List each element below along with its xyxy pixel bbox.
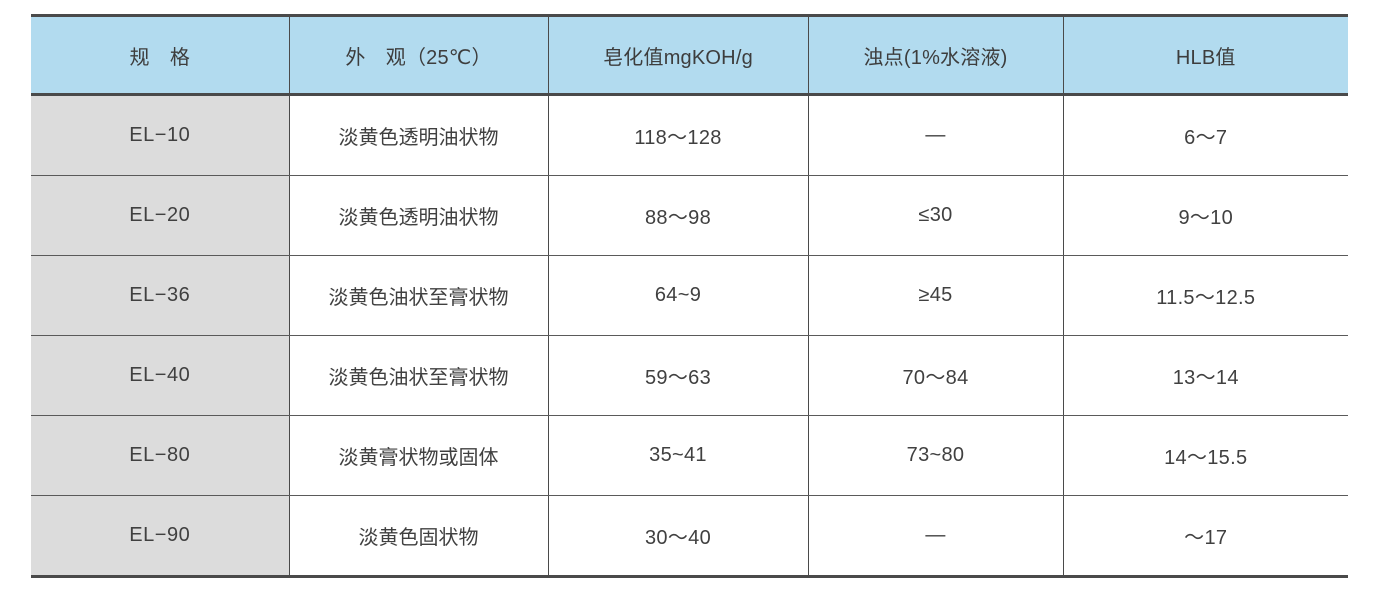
header-row: 规 格 外 观（25℃） 皂化值mgKOH/g 浊点(1%水溶液) HLB值 [31, 15, 1348, 96]
cell-spec: EL−80 [31, 415, 290, 496]
cell-saponification: 59～63 [548, 335, 809, 416]
specification-table-container: 规 格 外 观（25℃） 皂化值mgKOH/g 浊点(1%水溶液) HLB值 E… [31, 14, 1348, 578]
cell-spec: EL−20 [31, 175, 290, 256]
cell-appearance: 淡黄色油状至膏状物 [289, 255, 549, 336]
cell-cloud-point: ≤30 [808, 175, 1064, 256]
cell-hlb: 9～10 [1063, 175, 1348, 256]
table-row: EL−80 淡黄膏状物或固体 35~41 73~80 14～15.5 [31, 415, 1348, 496]
column-header-hlb-value: HLB值 [1063, 15, 1348, 96]
cell-appearance: 淡黄膏状物或固体 [289, 415, 549, 496]
cell-spec: EL−36 [31, 255, 290, 336]
cell-appearance: 淡黄色固状物 [289, 495, 549, 577]
column-header-cloud-point: 浊点(1%水溶液) [808, 15, 1064, 96]
cell-saponification: 118～128 [548, 94, 809, 176]
cell-spec: EL−10 [31, 94, 290, 176]
cell-hlb: 6～7 [1063, 94, 1348, 176]
cell-hlb: 14～15.5 [1063, 415, 1348, 496]
table-row: EL−90 淡黄色固状物 30～40 — ～17 [31, 495, 1348, 577]
table-header: 规 格 外 观（25℃） 皂化值mgKOH/g 浊点(1%水溶液) HLB值 [31, 15, 1348, 96]
cell-spec: EL−90 [31, 495, 290, 577]
cell-hlb: 13～14 [1063, 335, 1348, 416]
cell-appearance: 淡黄色透明油状物 [289, 175, 549, 256]
column-header-appearance: 外 观（25℃） [289, 15, 549, 96]
cell-cloud-point: — [808, 94, 1064, 176]
cell-saponification: 88～98 [548, 175, 809, 256]
cell-saponification: 64~9 [548, 255, 809, 336]
cell-cloud-point: ≥45 [808, 255, 1064, 336]
column-header-saponification-value: 皂化值mgKOH/g [548, 15, 809, 96]
table-row: EL−10 淡黄色透明油状物 118～128 — 6～7 [31, 94, 1348, 176]
cell-appearance: 淡黄色油状至膏状物 [289, 335, 549, 416]
cell-appearance: 淡黄色透明油状物 [289, 94, 549, 176]
cell-hlb: ～17 [1063, 495, 1348, 577]
cell-saponification: 30～40 [548, 495, 809, 577]
cell-cloud-point: 70～84 [808, 335, 1064, 416]
table-body: EL−10 淡黄色透明油状物 118～128 — 6～7 EL−20 淡黄色透明… [31, 94, 1348, 577]
column-header-spec: 规 格 [31, 15, 290, 96]
cell-cloud-point: — [808, 495, 1064, 577]
table-row: EL−20 淡黄色透明油状物 88～98 ≤30 9～10 [31, 175, 1348, 256]
specification-table: 规 格 外 观（25℃） 皂化值mgKOH/g 浊点(1%水溶液) HLB值 E… [31, 14, 1348, 578]
table-row: EL−36 淡黄色油状至膏状物 64~9 ≥45 11.5～12.5 [31, 255, 1348, 336]
cell-cloud-point: 73~80 [808, 415, 1064, 496]
table-row: EL−40 淡黄色油状至膏状物 59～63 70～84 13～14 [31, 335, 1348, 416]
cell-saponification: 35~41 [548, 415, 809, 496]
cell-spec: EL−40 [31, 335, 290, 416]
cell-hlb: 11.5～12.5 [1063, 255, 1348, 336]
